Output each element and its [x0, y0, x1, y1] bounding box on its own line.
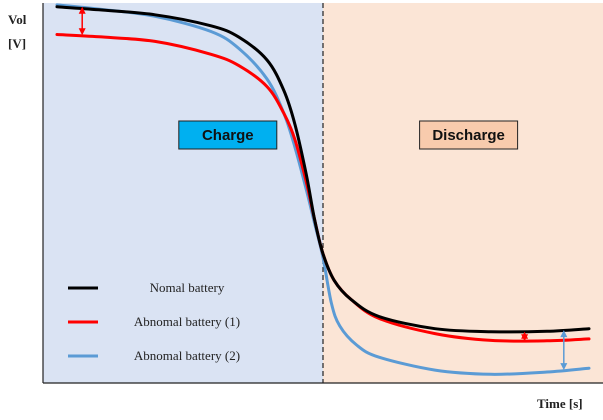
discharge-region: [323, 3, 603, 383]
legend-abnormal-battery-2: Abnomal battery (2): [68, 348, 240, 363]
difference-arrow-2: [521, 331, 529, 342]
legend-abnormal-battery-2-label: Abnomal battery (2): [134, 348, 240, 363]
charge-label-box: [178, 120, 278, 150]
difference-arrow-3: [560, 330, 568, 371]
x-axis-title: Time [s]: [537, 396, 583, 411]
y-axis-title-line2: [V]: [8, 36, 26, 51]
normal-battery-line: [55, 5, 591, 334]
y-axis-title-line1: Vol: [8, 12, 27, 27]
legend-normal-battery: Nomal battery: [68, 280, 225, 295]
legend-abnormal-battery-1: Abnomal battery (1): [68, 314, 240, 329]
discharge-label: Discharge: [432, 127, 505, 144]
charge-region: [43, 3, 323, 383]
legend-normal-battery-label: Nomal battery: [150, 280, 225, 295]
discharge-label-box: [419, 120, 519, 150]
charge-label: Charge: [202, 127, 254, 144]
difference-arrow-1: [78, 6, 86, 36]
legend-abnormal-battery-1-label: Abnomal battery (1): [134, 314, 240, 329]
